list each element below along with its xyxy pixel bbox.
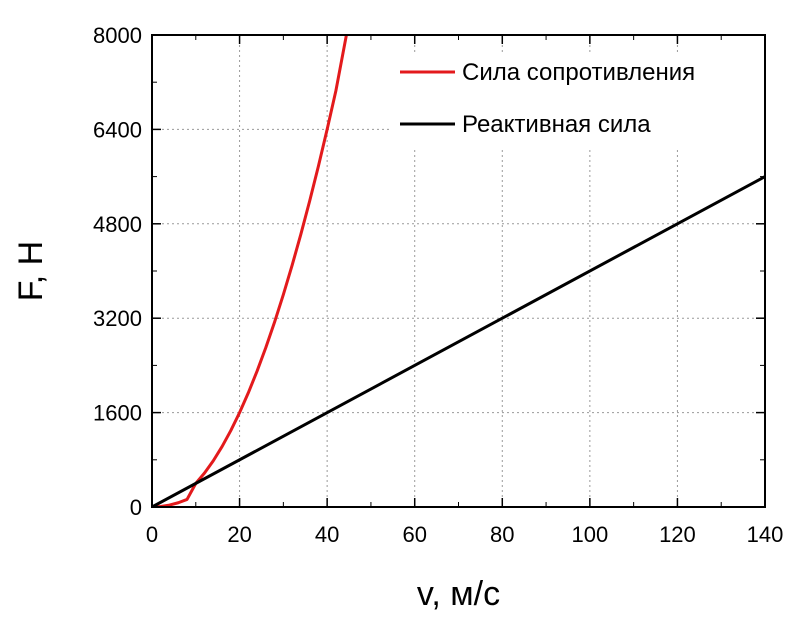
y-tick-label: 0	[130, 495, 142, 520]
x-tick-label: 20	[227, 522, 251, 547]
y-tick-label: 8000	[93, 23, 142, 48]
y-tick-label: 3200	[93, 306, 142, 331]
x-tick-label: 40	[315, 522, 339, 547]
series-line-resistance	[152, 35, 348, 507]
x-tick-label: 0	[146, 522, 158, 547]
legend-label-reactive: Реактивная сила	[462, 111, 651, 138]
y-tick-label: 6400	[93, 117, 142, 142]
legend: Сила сопротивления Реактивная сила	[390, 55, 764, 147]
axis-ticks: 0 20 40 60 80 100 120 140 0 1600 3200 4800 6400 8000	[93, 23, 783, 547]
series-lines	[152, 35, 765, 507]
y-axis-title: F, Н	[12, 241, 50, 301]
y-tick-label: 1600	[93, 401, 142, 426]
y-tick-label: 4800	[93, 212, 142, 237]
x-axis-title: v, м/с	[417, 575, 500, 613]
legend-background	[390, 55, 764, 147]
x-tick-label: 60	[402, 522, 426, 547]
series-line-reactive	[152, 175, 765, 507]
x-tick-label: 80	[490, 522, 514, 547]
x-tick-label: 140	[747, 522, 784, 547]
legend-label-resistance: Сила сопротивления	[462, 59, 695, 86]
x-tick-label: 120	[659, 522, 696, 547]
x-tick-label: 100	[571, 522, 608, 547]
